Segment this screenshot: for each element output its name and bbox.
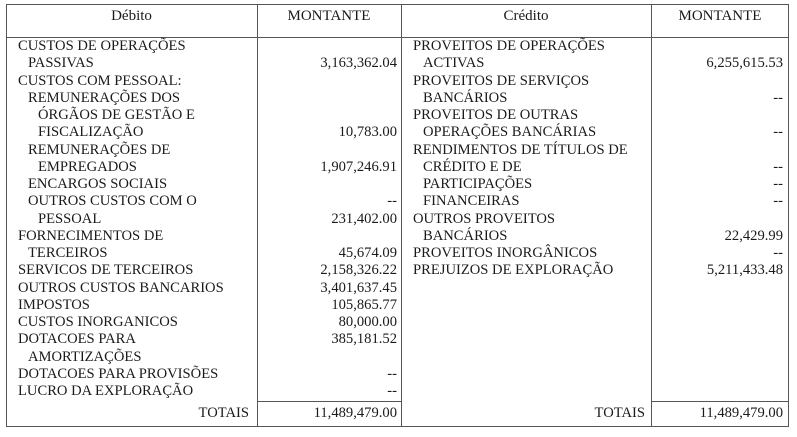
debito-line-label: ÓRGÃOS DE GESTÃO E (38, 107, 195, 123)
debito-line-label: OUTROS CUSTOS BANCARIOS (18, 279, 224, 296)
debito-line-amount: 10,783.00 (338, 124, 397, 141)
debito-line-label: EMPREGADOS (38, 158, 137, 175)
credito-line-amount: 5,211,433.48 (706, 262, 783, 279)
debito-line-label: DOTACOES PARA PROVISÕES (18, 365, 219, 382)
column-divider (651, 5, 652, 426)
debito-amount-header: MONTANTE (287, 8, 371, 24)
totals-divider-right (651, 401, 788, 402)
debito-line-amount: 3,163,362.04 (320, 55, 397, 72)
header-divider (7, 37, 788, 38)
debito-line-label: REMUNERAÇÕES DE (28, 141, 171, 158)
debito-line-label: REMUNERAÇÕES DOS (28, 89, 181, 106)
debito-line-label: AMORTIZAÇÕES (28, 348, 142, 365)
debito-line-label: FORNECIMENTOS DE (18, 227, 164, 244)
debito-line-label: DOTACOES PARA (18, 331, 136, 348)
debito-line-amount: 385,181.52 (331, 331, 397, 348)
credito-line-amount: -- (773, 245, 783, 261)
column-divider (257, 5, 258, 426)
credito-line-label: PARTICIPAÇÕES (423, 176, 533, 192)
debito-line-amount: 80,000.00 (338, 314, 397, 330)
credito-line-amount: -- (773, 193, 783, 210)
credito-total-label: TOTAIS (594, 405, 645, 421)
credito-line-label: PROVEITOS DE SERVIÇOS (413, 72, 590, 89)
credito-line-amount: -- (773, 176, 783, 192)
credito-line-label: PROVEITOS DE OUTRAS (413, 107, 579, 123)
debito-line-label: OUTROS CUSTOS COM O (28, 193, 197, 210)
debito-line-label: ENCARGOS SOCIAIS (28, 176, 168, 192)
debito-line-amount: 231,402.00 (331, 210, 397, 227)
debito-line-amount: -- (387, 383, 397, 399)
debito-line-amount: 3,401,637.45 (320, 279, 397, 296)
credito-line-amount: 22,429.99 (724, 227, 783, 244)
credito-line-label: FINANCEIRAS (423, 193, 520, 210)
credito-line-label: CRÉDITO E DE (423, 158, 522, 175)
debito-line-amount: 2,158,326.22 (320, 262, 397, 279)
credito-line-label: PROVEITOS INORGÂNICOS (413, 245, 598, 261)
debito-line-label: LUCRO DA EXPLORAÇÃO (18, 383, 194, 399)
credito-line-label: BANCÁRIOS (423, 89, 508, 106)
debito-line-label: FISCALIZAÇÃO (38, 124, 144, 141)
debito-line-label: SERVICOS DE TERCEIROS (18, 262, 194, 279)
debito-line-amount: -- (387, 193, 397, 210)
credito-line-amount: -- (773, 89, 783, 106)
credito-total-amount: 11,489,479.00 (699, 405, 783, 421)
credito-line-label: RENDIMENTOS DE TÍTULOS DE (413, 141, 628, 158)
credito-line-amount: 6,255,615.53 (706, 55, 783, 72)
debito-line-label: CUSTOS COM PESSOAL: (18, 72, 182, 89)
column-divider (401, 5, 402, 426)
credito-line-amount: -- (773, 124, 783, 141)
credito-header: Crédito (503, 8, 549, 24)
credito-amount-header: MONTANTE (678, 8, 762, 24)
totals-divider-left (257, 401, 401, 402)
debito-line-amount: 1,907,246.91 (320, 158, 397, 175)
debito-line-amount: -- (387, 365, 397, 382)
credito-line-label: PROVEITOS DE OPERAÇÕES (413, 38, 605, 54)
debito-total-amount: 11,489,479.00 (313, 405, 397, 421)
credito-line-label: OUTROS PROVEITOS (413, 210, 556, 227)
debito-line-label: TERCEIROS (28, 245, 108, 261)
debito-line-label: PESSOAL (38, 210, 102, 227)
debito-line-amount: 105,865.77 (331, 296, 397, 313)
credito-line-amount: -- (773, 158, 783, 175)
debito-line-label: PASSIVAS (28, 55, 94, 72)
debito-header: Débito (111, 8, 152, 24)
debito-total-label: TOTAIS (198, 405, 249, 421)
debito-line-label: CUSTOS DE OPERAÇÕES (18, 38, 186, 54)
credito-line-label: PREJUIZOS DE EXPLORAÇÃO (413, 262, 614, 279)
income-statement-table (6, 4, 789, 427)
credito-line-label: BANCÁRIOS (423, 227, 508, 244)
debito-line-label: CUSTOS INORGANICOS (18, 314, 178, 330)
credito-line-label: OPERAÇÕES BANCÁRIAS (423, 124, 597, 141)
debito-line-label: IMPOSTOS (18, 296, 90, 313)
credito-line-label: ACTIVAS (423, 55, 485, 72)
debito-line-amount: 45,674.09 (338, 245, 397, 261)
